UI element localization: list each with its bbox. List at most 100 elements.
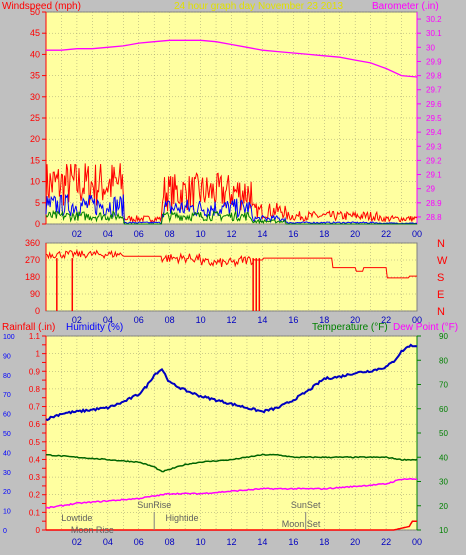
windspeed-axis-title: Windspeed (mph) xyxy=(2,1,81,12)
wind-panel-x-tick-label: 00 xyxy=(412,229,422,239)
windspeed-y-tick-label: 30 xyxy=(30,92,40,102)
humidity-y-tick-label: 80 xyxy=(3,373,11,380)
rainfall-y-tick-label: 0.8 xyxy=(29,385,41,394)
barometer-y-tick-label: 29.3 xyxy=(426,142,442,151)
rainfall-y-tick-label: 0.9 xyxy=(29,367,41,376)
event-annotation: Moon Set xyxy=(282,519,321,529)
windspeed-y-tick-label: 10 xyxy=(30,177,40,187)
rainfall-y-tick-label: 0 xyxy=(36,526,41,535)
wind-low-line xyxy=(45,209,417,225)
wind-gust-line xyxy=(45,163,418,223)
direction-y-tick-label: 180 xyxy=(25,272,40,282)
dewpoint-axis-title: Dew Point (°F) xyxy=(393,322,458,333)
event-annotation: SunRise xyxy=(137,500,171,510)
rain-humidity-panel-x-tick-label: 06 xyxy=(134,537,144,547)
event-annotation: Hightide xyxy=(166,513,199,523)
direction-y-tick-label: 360 xyxy=(25,238,40,248)
windspeed-y-tick-label: 20 xyxy=(30,134,40,144)
humidity-y-tick-label: 100 xyxy=(3,334,15,341)
direction-panel-x-tick-label: 04 xyxy=(103,315,113,325)
compass-label: S xyxy=(437,272,444,284)
temperature-y-tick-label: 90 xyxy=(439,332,448,341)
humidity-y-tick-label: 10 xyxy=(3,509,11,516)
direction-y-tick-label: 270 xyxy=(25,255,40,265)
barometer-y-tick-label: 29.7 xyxy=(426,86,442,95)
humidity-line xyxy=(45,343,418,422)
wind-panel-x-tick-label: 18 xyxy=(319,229,329,239)
windspeed-y-tick-label: 15 xyxy=(30,155,40,165)
barometer-y-tick-label: 30.1 xyxy=(426,29,442,38)
rain-humidity-panel-x-tick-label: 04 xyxy=(103,537,113,547)
rainfall-y-tick-label: 0.4 xyxy=(29,455,41,464)
humidity-y-tick-label: 60 xyxy=(3,412,11,419)
barometer-y-tick-label: 29.9 xyxy=(426,57,442,66)
direction-panel-x-tick-label: 06 xyxy=(134,315,144,325)
barometer-line xyxy=(46,39,418,78)
rain-humidity-panel-x-tick-label: 10 xyxy=(196,537,206,547)
compass-label: N xyxy=(437,306,445,318)
barometer-y-tick-label: 29.4 xyxy=(426,128,442,137)
temperature-y-tick-label: 50 xyxy=(439,429,448,438)
rainfall-y-tick-label: 0.6 xyxy=(29,420,41,429)
humidity-y-tick-label: 70 xyxy=(3,392,11,399)
rainfall-y-tick-label: 0.3 xyxy=(29,473,41,482)
dew-point-f-line xyxy=(45,477,417,509)
rainfall-axis-title: Rainfall (.in) xyxy=(2,322,55,333)
temperature-y-tick-label: 80 xyxy=(439,356,448,365)
wind-panel-x-tick-label: 22 xyxy=(381,229,391,239)
rain-humidity-panel-x-tick-label: 20 xyxy=(350,537,360,547)
humidity-y-tick-label: 50 xyxy=(3,431,11,438)
rain-humidity-panel-x-tick-label: 02 xyxy=(72,537,82,547)
temperature-y-tick-label: 20 xyxy=(439,502,448,511)
rain-humidity-panel-x-tick-label: 12 xyxy=(226,537,236,547)
barometer-y-tick-label: 29.1 xyxy=(426,171,442,180)
rainfall-y-tick-label: 0.7 xyxy=(29,403,41,412)
wind-average-line xyxy=(45,193,418,225)
temperature-f-line xyxy=(45,453,418,473)
barometer-y-tick-label: 29 xyxy=(426,185,435,194)
direction-panel-x-tick-label: 02 xyxy=(72,315,82,325)
direction-panel-x-tick-label: 14 xyxy=(257,315,267,325)
barometer-y-tick-label: 29.6 xyxy=(426,100,442,109)
chart-date-title: 24 hour graph day November 23 2013 xyxy=(174,1,343,12)
windspeed-y-tick-label: 45 xyxy=(30,28,40,38)
temperature-y-tick-label: 30 xyxy=(439,478,448,487)
humidity-y-tick-label: 0 xyxy=(3,528,7,535)
barometer-y-tick-label: 28.9 xyxy=(426,199,442,208)
temperature-y-tick-label: 60 xyxy=(439,405,448,414)
rainfall-y-tick-label: 1.1 xyxy=(29,332,41,341)
rain-humidity-panel-x-tick-label: 14 xyxy=(257,537,267,547)
rainfall-in-line xyxy=(46,520,417,531)
direction-y-tick-label: 90 xyxy=(30,289,40,299)
humidity-y-tick-label: 30 xyxy=(3,470,11,477)
compass-label: E xyxy=(437,289,444,301)
direction-panel-x-tick-label: 00 xyxy=(412,315,422,325)
windspeed-y-tick-label: 0 xyxy=(35,219,40,229)
direction-panel-x-tick-label: 18 xyxy=(319,315,329,325)
rain-humidity-panel-x-tick-label: 00 xyxy=(412,537,422,547)
direction-panel-x-tick-label: 10 xyxy=(196,315,206,325)
wind-panel-x-tick-label: 16 xyxy=(288,229,298,239)
barometer-y-tick-label: 30.2 xyxy=(426,15,442,24)
compass-label: N xyxy=(437,238,445,250)
temperature-y-tick-label: 70 xyxy=(439,381,448,390)
wind-panel-x-tick-label: 08 xyxy=(165,229,175,239)
wind-panel-x-tick-label: 14 xyxy=(257,229,267,239)
direction-panel-x-tick-label: 12 xyxy=(226,315,236,325)
barometer-y-tick-label: 30 xyxy=(426,43,435,52)
rainfall-y-tick-label: 0.2 xyxy=(29,491,41,500)
rain-humidity-panel-x-tick-label: 16 xyxy=(288,537,298,547)
windspeed-y-tick-label: 35 xyxy=(30,71,40,81)
humidity-y-tick-label: 40 xyxy=(3,450,11,457)
windspeed-y-tick-label: 50 xyxy=(30,7,40,17)
wind-panel-x-tick-label: 10 xyxy=(196,229,206,239)
barometer-y-tick-label: 29.8 xyxy=(426,72,442,81)
wind-panel-x-tick-label: 20 xyxy=(350,229,360,239)
barometer-y-tick-label: 29.2 xyxy=(426,156,442,165)
temperature-y-tick-label: 10 xyxy=(439,526,448,535)
wind-panel-x-tick-label: 04 xyxy=(103,229,113,239)
rainfall-y-tick-label: 0.5 xyxy=(29,438,41,447)
direction-panel-x-tick-label: 22 xyxy=(381,315,391,325)
windspeed-y-tick-label: 25 xyxy=(30,113,40,123)
